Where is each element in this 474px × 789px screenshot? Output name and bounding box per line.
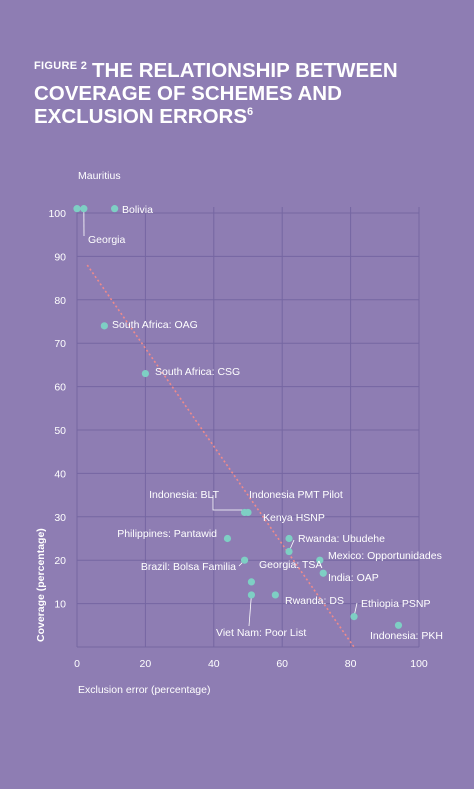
figure-label: FIGURE 2 bbox=[34, 60, 88, 72]
y-tick-label: 50 bbox=[54, 425, 66, 437]
grid-lines bbox=[76, 207, 420, 648]
point-label: Mauritius bbox=[78, 170, 121, 182]
data-point bbox=[247, 578, 256, 586]
point-label: India: OAP bbox=[328, 572, 379, 584]
data-point bbox=[223, 534, 232, 543]
x-tick-label: 20 bbox=[140, 658, 152, 670]
title-footnote: 6 bbox=[247, 106, 254, 119]
data-point bbox=[316, 556, 324, 564]
data-point bbox=[100, 322, 108, 330]
data-point bbox=[350, 613, 358, 621]
x-tick-label: 60 bbox=[276, 658, 288, 670]
data-point bbox=[80, 205, 88, 213]
data-point bbox=[271, 591, 279, 599]
data-point bbox=[285, 547, 293, 556]
data-point bbox=[247, 591, 256, 599]
data-point bbox=[141, 369, 149, 378]
y-tick-label: 10 bbox=[54, 599, 66, 611]
point-label: South Africa: OAG bbox=[112, 319, 198, 331]
point-label: Georgia bbox=[88, 234, 126, 246]
point-label: Brazil: Bolsa Familia bbox=[141, 561, 236, 573]
data-point bbox=[244, 508, 252, 517]
y-axis-label: Coverage (percentage) bbox=[35, 528, 47, 642]
x-tick-label: 100 bbox=[410, 658, 428, 670]
point-label: Georgia: TSA bbox=[259, 559, 322, 571]
data-point bbox=[240, 556, 249, 564]
y-tick-label: 70 bbox=[54, 338, 66, 350]
data-point bbox=[319, 569, 327, 577]
y-tick-label: 30 bbox=[54, 512, 66, 524]
x-tick-label: 0 bbox=[74, 658, 80, 670]
point-label: Mexico: Opportunidades bbox=[328, 550, 442, 562]
leader-line bbox=[248, 594, 252, 627]
figure-title: THE RELATIONSHIP BETWEEN COVERAGE OF SCH… bbox=[34, 59, 454, 128]
y-tick-label: 40 bbox=[54, 468, 66, 480]
trend-line-group bbox=[86, 264, 355, 648]
point-label: South Africa: CSG bbox=[155, 366, 240, 378]
data-point bbox=[73, 205, 81, 213]
leader-line bbox=[212, 495, 243, 511]
data-point bbox=[111, 205, 119, 213]
x-axis-label: Exclusion error (percentage) bbox=[78, 684, 210, 696]
point-label: Indonesia PMT Pilot bbox=[249, 489, 343, 501]
y-tick-label: 100 bbox=[48, 208, 66, 220]
y-tick-label: 90 bbox=[54, 251, 66, 263]
y-tick-label: 60 bbox=[54, 382, 66, 394]
point-label: Viet Nam: Poor List bbox=[216, 627, 306, 639]
point-labels: Mauritius Georgia Bolivia South Africa: OAG… bbox=[78, 170, 443, 642]
data-point bbox=[394, 621, 403, 629]
data-point bbox=[285, 534, 293, 543]
point-label: Philippines: Pantawid bbox=[117, 528, 217, 540]
y-tick-label: 20 bbox=[54, 555, 66, 567]
point-label: Ethiopia PSNP bbox=[361, 598, 430, 610]
trend-line bbox=[86, 264, 355, 648]
point-label: Kenya HSNP bbox=[263, 512, 325, 524]
point-label: Rwanda: DS bbox=[285, 595, 344, 607]
tick-labels: 0 20 40 60 80 100 10 20 30 40 50 60 70 80 90 100 bbox=[48, 208, 427, 670]
y-tick-label: 80 bbox=[54, 295, 66, 307]
x-tick-label: 80 bbox=[345, 658, 357, 670]
point-label: Indonesia: PKH bbox=[370, 630, 443, 642]
point-label: Indonesia: BLT bbox=[149, 489, 219, 501]
data-points bbox=[73, 205, 403, 629]
point-label: Rwanda: Ubudehe bbox=[298, 533, 385, 545]
x-tick-label: 40 bbox=[208, 658, 220, 670]
figure-title-text: THE RELATIONSHIP BETWEEN COVERAGE OF SCH… bbox=[34, 59, 398, 128]
point-label: Bolivia bbox=[122, 204, 153, 216]
